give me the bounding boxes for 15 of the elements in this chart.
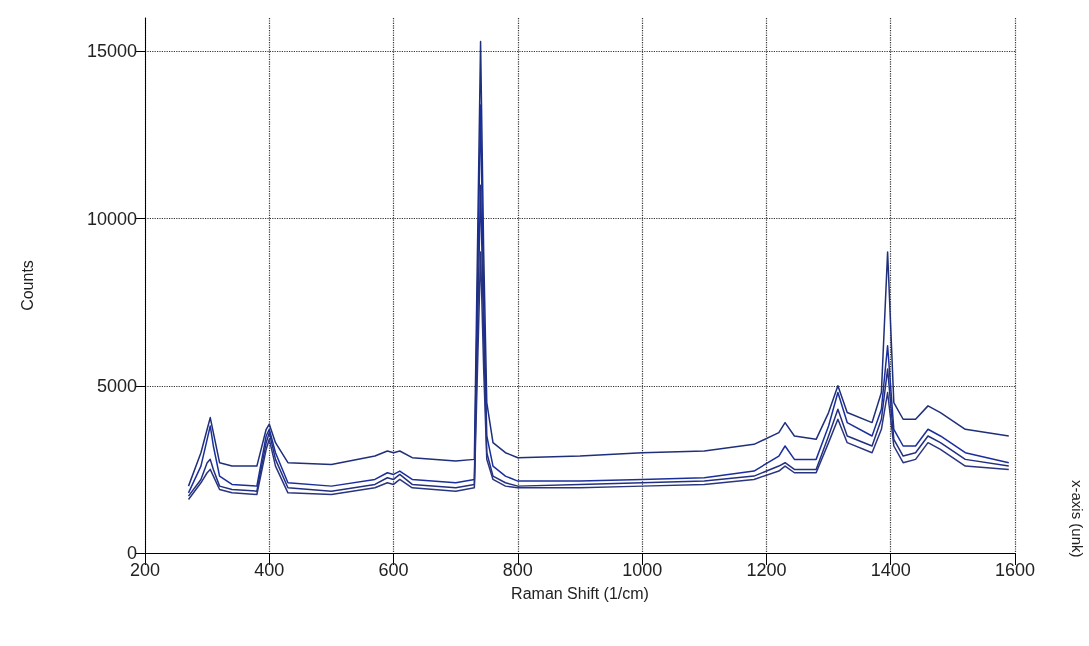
x-tick-label: 600 xyxy=(378,560,409,580)
x-tick-label: 200 xyxy=(129,560,161,580)
x-tick-label: 1600 xyxy=(994,560,1036,580)
y-tick-label: 5000 xyxy=(96,375,137,396)
x-tick-label: 1000 xyxy=(622,560,663,580)
x-tick-label: 1200 xyxy=(746,560,787,580)
x-axis-title: Raman Shift (1/cm) xyxy=(511,584,649,602)
x-tick-label: 1400 xyxy=(870,560,911,580)
x-tick-label: 800 xyxy=(502,560,533,580)
x-tick-label: 400 xyxy=(254,560,285,580)
y-tick-label: 10000 xyxy=(86,208,137,229)
y-axis-title: Counts xyxy=(18,260,36,311)
y-tick-label: 0 xyxy=(126,543,137,563)
text: x-axis (unk) xyxy=(1069,480,1086,558)
y-tick-label: 15000 xyxy=(86,41,137,62)
